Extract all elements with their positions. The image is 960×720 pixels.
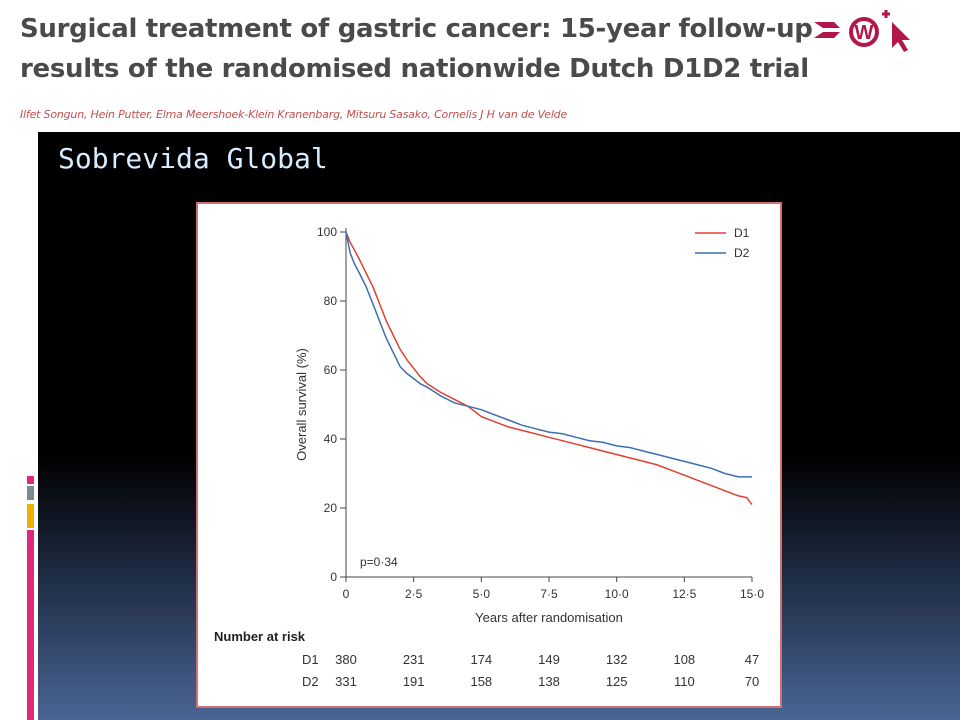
risk-value: 231 — [403, 652, 425, 667]
paper-title-line-2: results of the randomised nationwide Dut… — [20, 54, 809, 84]
y-tick-label: 100 — [317, 225, 337, 239]
risk-value: 108 — [673, 652, 695, 667]
risk-value: 110 — [674, 674, 695, 689]
kaplan-meier-figure: 0 20 40 60 80 100 0 2·5 5·0 7·5 10·0 12·5 15·0 Years … — [196, 202, 782, 708]
risk-row-label: D1 — [302, 652, 319, 667]
risk-value: 70 — [745, 674, 759, 689]
risk-value: 132 — [606, 652, 628, 667]
risk-value: 174 — [470, 652, 492, 667]
risk-row-label: D2 — [302, 674, 319, 689]
y-axis-label: Overall survival (%) — [294, 348, 309, 461]
x-tick-label: 0 — [343, 587, 350, 601]
risk-value: 47 — [745, 652, 759, 667]
series-line-d1 — [345, 231, 753, 506]
x-axis-label: Years after randomisation — [475, 610, 623, 625]
slide-title: Sobrevida Global — [58, 142, 328, 175]
header: Surgical treatment of gastric cancer: 15… — [0, 0, 960, 132]
risk-table-title: Number at risk — [214, 629, 306, 644]
legend-label-d2: D2 — [734, 246, 750, 260]
paper-title-line-1: Surgical treatment of gastric cancer: 15… — [20, 14, 813, 44]
authors-line: Ilfet Songun, Hein Putter, Elma Meershoe… — [20, 108, 568, 121]
y-tick-label: 40 — [324, 432, 338, 446]
risk-value: 331 — [335, 674, 357, 689]
y-tick-label: 20 — [324, 501, 338, 515]
y-tick-label: 60 — [324, 363, 338, 377]
legend-label-d1: D1 — [734, 226, 750, 240]
x-tick-label: 10·0 — [605, 587, 629, 601]
publisher-logo-icon: W — [814, 10, 910, 52]
p-value-annotation: p=0·34 — [360, 555, 398, 569]
risk-value: 380 — [335, 652, 357, 667]
risk-value: 191 — [403, 674, 425, 689]
x-tick-label: 5·0 — [473, 587, 491, 601]
x-tick-label: 15·0 — [740, 587, 764, 601]
decorative-stripes — [27, 476, 35, 720]
x-tick-label: 2·5 — [405, 587, 423, 601]
x-tick-label: 12·5 — [672, 587, 696, 601]
risk-value: 138 — [538, 674, 560, 689]
risk-value: 158 — [470, 674, 492, 689]
risk-value: 125 — [606, 674, 628, 689]
risk-value: 149 — [538, 652, 560, 667]
logo-letter: W — [855, 22, 874, 44]
x-tick-label: 7·5 — [540, 587, 558, 601]
stripe — [27, 486, 34, 500]
stripe — [27, 504, 34, 528]
y-tick-label: 0 — [330, 570, 337, 584]
series-line-d2 — [345, 231, 752, 478]
y-tick-label: 80 — [324, 294, 338, 308]
stripe — [27, 476, 34, 484]
stripe — [27, 530, 34, 720]
survival-chart: 0 20 40 60 80 100 0 2·5 5·0 7·5 10·0 12·5 15·0 Years … — [214, 225, 764, 689]
